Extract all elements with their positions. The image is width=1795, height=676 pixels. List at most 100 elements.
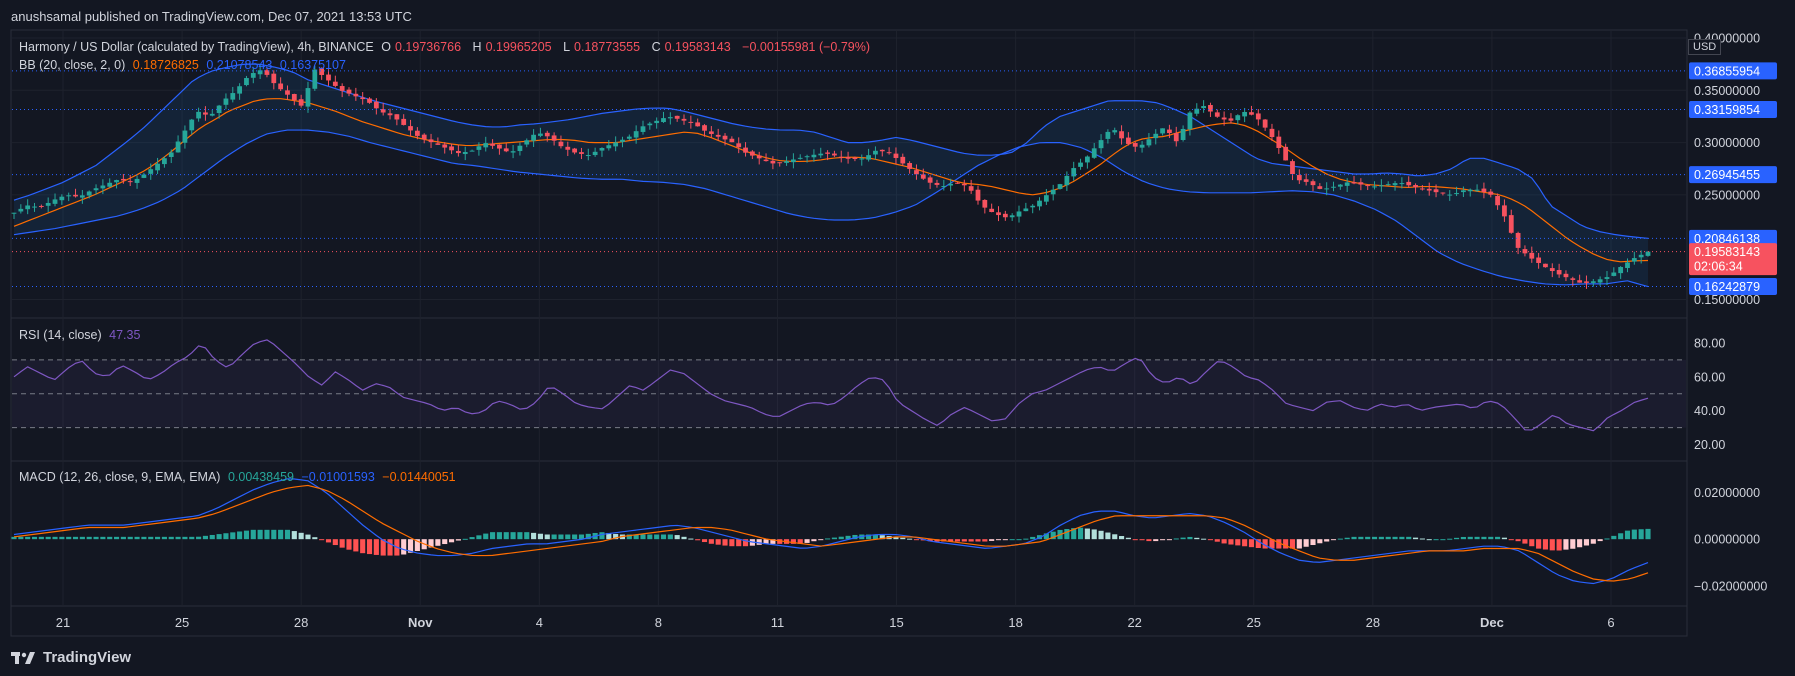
candle-body [1317, 186, 1323, 189]
candle-body [25, 205, 31, 210]
macd-legend[interactable]: MACD (12, 26, close, 9, EMA, EMA) 0.0043… [19, 470, 460, 484]
price-legend[interactable]: Harmony / US Dollar (calculated by Tradi… [19, 40, 874, 54]
candle-body [408, 126, 413, 131]
candle-body [626, 136, 632, 139]
candle-body [1351, 182, 1357, 184]
candle-body [517, 145, 523, 152]
ohlc-change: −0.00155981 (−0.79%) [742, 40, 871, 54]
candle-body [1590, 281, 1596, 283]
candle-body [579, 152, 584, 154]
tradingview-brand[interactable]: TradingView [11, 649, 131, 666]
candle-body [667, 117, 673, 119]
candle-body [681, 118, 687, 121]
candle-body [1214, 112, 1220, 117]
macd-histogram-bar [1399, 536, 1405, 540]
macd-histogram-bar [1228, 539, 1234, 545]
macd-histogram-bar [913, 539, 920, 541]
macd-histogram-bar [168, 536, 174, 540]
macd-histogram-bar [428, 539, 434, 548]
macd-histogram-bar [1426, 539, 1432, 541]
macd-histogram-bar [401, 539, 407, 555]
macd-histogram-bar [503, 532, 509, 540]
macd-histogram-bar [1077, 527, 1084, 540]
candle-body [852, 157, 858, 160]
candle-body [968, 186, 974, 191]
candle-body [1570, 278, 1576, 280]
candle-body [1303, 179, 1309, 182]
macd-histogram-bar [1125, 537, 1131, 540]
candle-body [1187, 112, 1193, 130]
macd-histogram-bar [1488, 536, 1494, 540]
candle-body [907, 163, 913, 169]
price-label-text: 0.26945455 [1694, 168, 1760, 182]
grid-lines [12, 30, 1686, 606]
candle-body [257, 70, 263, 75]
rsi-tick-label: 20.00 [1694, 438, 1725, 452]
bb-legend[interactable]: BB (20, close, 2, 0) 0.18726825 0.210785… [19, 58, 350, 72]
macd-histogram-bar [1460, 536, 1466, 540]
candle-body [490, 143, 495, 146]
macd-histogram-bar [45, 536, 51, 540]
rsi-label: RSI (14, close) [19, 328, 102, 342]
candle-body [1406, 181, 1412, 186]
candle-body [695, 122, 701, 127]
macd-histogram-bar [189, 536, 195, 540]
macd-histogram-bar [982, 539, 988, 542]
candle-body [93, 188, 99, 191]
candle-body [1365, 185, 1371, 187]
macd-histogram-bar [572, 534, 578, 540]
macd-histogram-bar [797, 539, 803, 544]
candle-body [756, 155, 762, 159]
rsi-legend[interactable]: RSI (14, close) 47.35 [19, 328, 144, 342]
candle-body [148, 169, 154, 174]
candle-body [1584, 281, 1589, 283]
macd-histogram-bar [79, 536, 85, 540]
macd-histogram-bar [1542, 539, 1549, 550]
bb-band-fill [14, 64, 1648, 287]
candle-body [1556, 270, 1562, 275]
macd-histogram-bar [777, 539, 783, 544]
currency-badge[interactable]: USD [1688, 39, 1722, 55]
macd-histogram-bar [448, 539, 455, 543]
macd-histogram-bar [1474, 536, 1480, 540]
macd-histogram-bar [818, 539, 824, 541]
macd-tick-label: −0.02000000 [1694, 579, 1767, 593]
macd-tick-label: 0.02000000 [1694, 486, 1760, 500]
candle-body [1249, 112, 1254, 115]
macd-histogram-bar [31, 536, 38, 540]
candle-body [1310, 181, 1316, 186]
candle-body [544, 132, 550, 137]
macd-histogram-bar [517, 532, 523, 540]
candle-body [914, 170, 919, 175]
price-label-text: 0.16242879 [1694, 280, 1760, 294]
macd-histogram-bar [1563, 539, 1569, 550]
macd-histogram-bar [1071, 528, 1077, 540]
candle-body [934, 182, 940, 185]
macd-histogram-bar [654, 534, 660, 540]
candle-body [1242, 111, 1248, 117]
price-tick-label: 0.15000000 [1694, 293, 1760, 307]
macd-histogram-bar [825, 538, 831, 540]
macd-histogram-bar [838, 536, 844, 540]
candle-body [661, 118, 666, 123]
macd-histogram-bar [1412, 537, 1419, 540]
bb-upper-value: 0.21078543 [206, 58, 273, 72]
macd-histogram-bar [1303, 539, 1309, 547]
macd-histogram-bar [688, 538, 694, 540]
macd-histogram-bar [127, 536, 133, 540]
macd-histogram-bar [1064, 529, 1070, 540]
ohlc-close: C 0.19583143 [651, 40, 731, 54]
macd-histogram-bar [1276, 539, 1282, 549]
candle-body [606, 145, 612, 149]
price-label-text: 0.36855954 [1694, 64, 1760, 78]
macd-histogram-bar [175, 536, 181, 540]
candle-body [285, 90, 290, 95]
candle-body [1009, 215, 1015, 218]
macd-histogram-bar [1146, 539, 1152, 542]
macd-histogram-bar [585, 533, 591, 540]
macd-histogram-bar [442, 539, 448, 545]
macd-histogram-bar [674, 535, 680, 540]
macd-histogram-bar [831, 537, 837, 540]
candle-body [1228, 118, 1234, 121]
